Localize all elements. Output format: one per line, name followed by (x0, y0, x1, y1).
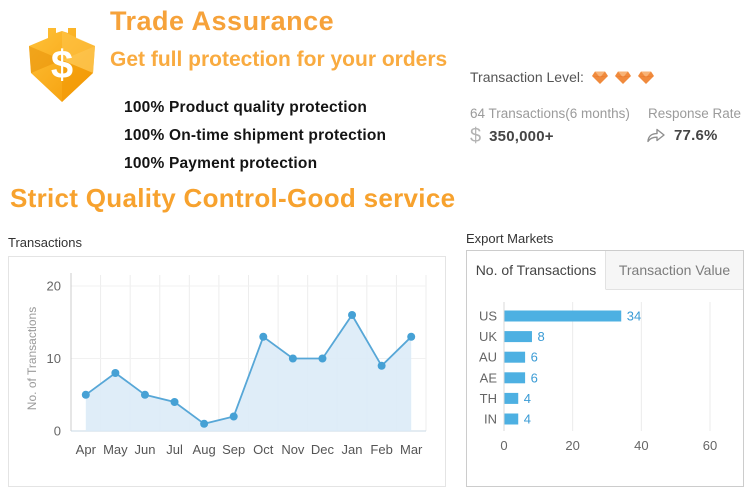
transaction-level-label: Transaction Level: (470, 69, 584, 85)
x-tick-label: Feb (370, 442, 392, 457)
data-point (377, 361, 386, 370)
diamond-icon (614, 71, 631, 84)
data-point (259, 332, 268, 341)
data-point (348, 311, 357, 319)
x-tick-label: Jul (166, 442, 183, 457)
transaction-amount-value: 350,000+ (489, 127, 554, 145)
svg-text:$: $ (51, 43, 73, 87)
data-point (170, 398, 179, 406)
data-point (288, 354, 297, 363)
y-tick-label: 0 (54, 424, 61, 439)
bar (504, 331, 532, 343)
bar (504, 372, 526, 384)
response-rate-arrow-icon (647, 128, 665, 143)
transactions-area-chart: 0 10 20 Apr May Jun Jul Aug Sep Oct Nov Dec Jan Feb Ma… (25, 273, 427, 457)
x-tick-label: May (103, 442, 128, 457)
value-label: 4 (524, 412, 531, 427)
section-heading: Strict Quality Control-Good service (10, 183, 456, 213)
value-label: 4 (524, 391, 531, 406)
x-tick-label: Jan (342, 442, 363, 457)
bar (504, 351, 526, 363)
response-rate-value: 77.6% (674, 127, 718, 144)
data-point (318, 354, 327, 363)
area-fill (85, 315, 412, 431)
category-label: TH (480, 391, 497, 406)
transactions-panel-label: Transactions (8, 235, 82, 250)
y-tick-label: 20 (47, 279, 61, 294)
x-tick-label: 60 (703, 438, 717, 453)
y-axis-title: No. of Transactions (25, 307, 39, 410)
export-markets-panel-label: Export Markets (466, 231, 554, 246)
data-point (111, 369, 120, 377)
value-label: 8 (537, 329, 544, 344)
bar (504, 413, 519, 425)
category-label: US (479, 309, 497, 324)
page-subtitle: Get full protection for your orders (110, 48, 448, 71)
response-rate-label: Response Rate (648, 106, 742, 121)
bar (504, 310, 622, 322)
x-tick-label: Mar (400, 442, 423, 457)
transactions-chart-panel: 0 10 20 Apr May Jun Jul Aug Sep Oct Nov Dec Jan Feb Ma… (8, 256, 446, 487)
x-tick-label: Aug (193, 442, 216, 457)
data-point (81, 390, 90, 399)
category-label: UK (479, 329, 497, 344)
tab-transaction-value[interactable]: Transaction Value (606, 251, 743, 289)
value-label: 6 (531, 350, 538, 365)
export-markets-panel: No. of Transactions Transaction Value US… (466, 250, 744, 487)
x-tick-label: Nov (281, 442, 305, 457)
x-tick-label: 20 (565, 438, 579, 453)
data-point (140, 390, 149, 399)
x-tick-label: Apr (76, 442, 97, 457)
x-tick-label: Dec (311, 442, 335, 457)
bullet-payment: 100% Payment protection (124, 155, 318, 172)
x-tick-label: 40 (634, 438, 648, 453)
value-label: 34 (627, 309, 641, 324)
category-label: AE (480, 370, 498, 385)
value-label: 6 (531, 370, 538, 385)
y-tick-label: 10 (47, 351, 61, 366)
bar (504, 392, 519, 404)
category-label: IN (484, 412, 497, 427)
export-markets-tabs: No. of Transactions Transaction Value (467, 251, 743, 290)
page-title: Trade Assurance (110, 6, 335, 36)
diamond-icon (591, 71, 608, 84)
bullet-on-time-shipment: 100% On-time shipment protection (124, 127, 387, 144)
x-tick-label: Oct (253, 442, 274, 457)
x-tick-label: Jun (134, 442, 155, 457)
diamond-icon (637, 71, 654, 84)
line-series (85, 313, 412, 425)
tab-no-of-transactions[interactable]: No. of Transactions (467, 251, 606, 290)
data-point (229, 412, 238, 421)
data-point (200, 419, 209, 428)
trade-assurance-shield-icon: $ (29, 28, 95, 102)
transaction-level: Transaction Level: (470, 69, 655, 85)
transaction-amount: $ 350,000+ (470, 126, 554, 146)
response-rate: 77.6% (646, 127, 718, 144)
transaction-level-diamonds (591, 70, 655, 85)
category-label: AU (479, 350, 497, 365)
dollar-icon: $ (470, 125, 482, 147)
data-point (407, 332, 416, 341)
bullet-product-quality: 100% Product quality protection (124, 99, 368, 116)
protection-bullets: 100% Product quality protection 100% On-… (124, 94, 386, 178)
x-tick-label: Sep (222, 442, 245, 457)
transactions-count-label: 64 Transactions(6 months) (470, 106, 630, 121)
x-tick-label: 0 (500, 438, 507, 453)
